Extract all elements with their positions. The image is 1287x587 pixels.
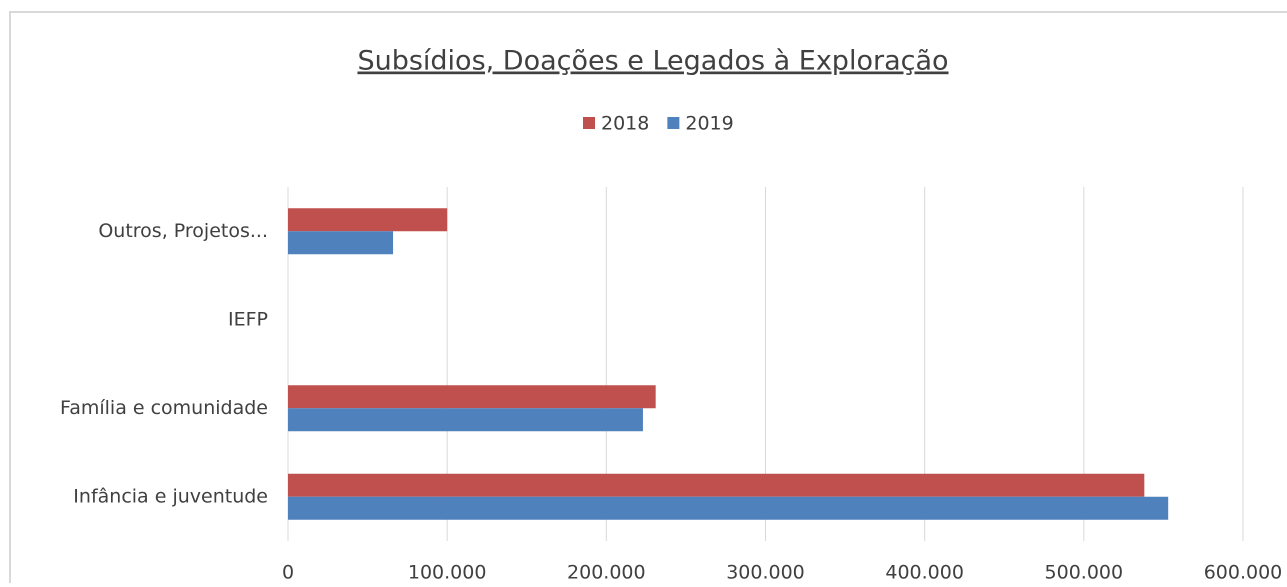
bar — [288, 208, 448, 232]
x-tick-label: 200.000 — [567, 562, 646, 584]
y-tick-label: Infância e juventude — [73, 485, 268, 507]
chart-title: Subsídios, Doações e Legados à Exploraçã… — [357, 46, 948, 77]
legend-label: 2019 — [685, 113, 733, 135]
bar — [288, 473, 1145, 497]
bar — [288, 231, 394, 255]
bar — [288, 496, 1169, 520]
x-tick-label: 400.000 — [885, 562, 964, 584]
x-tick-label: 0 — [282, 562, 294, 584]
legend-label: 2018 — [601, 113, 649, 135]
y-tick-label: Outros, Projetos... — [98, 220, 268, 242]
y-tick-label: IEFP — [228, 308, 268, 330]
x-tick-label: 500.000 — [1045, 562, 1124, 584]
legend-swatch — [667, 117, 680, 129]
x-tick-label: 300.000 — [726, 562, 805, 584]
legend-swatch — [583, 117, 595, 129]
bar — [288, 385, 656, 409]
y-tick-label: Família e comunidade — [60, 397, 268, 419]
x-tick-label: 600.000 — [1204, 562, 1283, 584]
bar — [288, 408, 643, 432]
x-tick-label: 100.000 — [408, 562, 487, 584]
